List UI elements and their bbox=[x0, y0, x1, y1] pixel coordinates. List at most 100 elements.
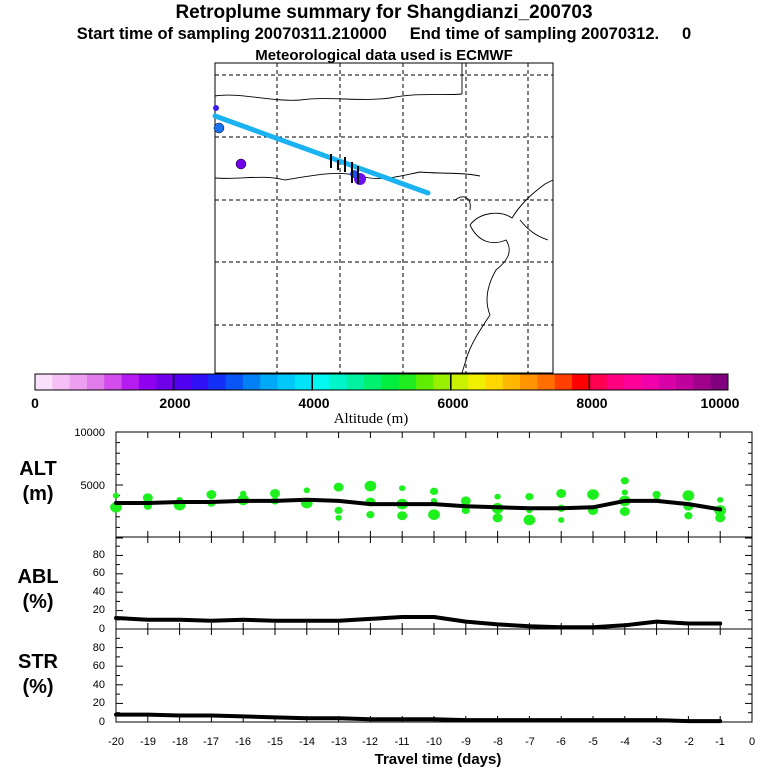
colorbar-swatch bbox=[121, 374, 140, 390]
abl-y-tick: 40 bbox=[93, 586, 105, 598]
colorbar-tick: 4000 bbox=[298, 395, 329, 411]
str-y-tick: 0 bbox=[99, 716, 105, 728]
colorbar-swatch bbox=[346, 374, 365, 390]
x-tick-label: -7 bbox=[525, 736, 535, 748]
altitude-point bbox=[460, 496, 471, 506]
x-tick-label: -18 bbox=[172, 736, 188, 748]
colorbar-swatch bbox=[104, 374, 123, 390]
abl-y-tick: 0 bbox=[99, 623, 105, 635]
colorbar-swatch bbox=[450, 374, 469, 390]
x-tick-label: -13 bbox=[331, 736, 347, 748]
panels-frame bbox=[115, 431, 753, 723]
colorbar-swatch bbox=[86, 374, 105, 390]
alt-panel-label: ALT bbox=[19, 458, 56, 480]
altitude-point bbox=[397, 511, 408, 521]
x-tick-label: -11 bbox=[394, 736, 409, 748]
colorbar-swatch bbox=[554, 374, 573, 390]
altitude-point bbox=[334, 506, 343, 515]
x-tick-label: -15 bbox=[267, 736, 283, 748]
altitude-point bbox=[620, 477, 629, 485]
colorbar-tick: 0 bbox=[31, 395, 39, 411]
colorbar-swatch bbox=[173, 374, 192, 390]
altitude-point bbox=[399, 485, 406, 492]
altitude-point bbox=[303, 487, 310, 494]
colorbar-swatch bbox=[277, 374, 296, 390]
altitude-point bbox=[364, 480, 377, 492]
alt-y-tick: 10000 bbox=[74, 427, 105, 439]
colorbar-tick: 6000 bbox=[437, 395, 468, 411]
colorbar-swatch bbox=[260, 374, 278, 390]
trajectory-path bbox=[212, 113, 431, 196]
colorbar-swatch bbox=[398, 374, 417, 390]
series-line-1 bbox=[114, 615, 723, 630]
x-tick-label: -2 bbox=[684, 736, 694, 748]
abl-y-tick: 80 bbox=[93, 549, 105, 561]
colorbar-swatch bbox=[208, 374, 226, 390]
x-tick-label: -5 bbox=[588, 736, 598, 748]
trajectory-markers bbox=[213, 105, 366, 185]
abl-y-tick: 60 bbox=[93, 567, 105, 579]
altitude-point bbox=[558, 517, 565, 523]
colorbar-swatch bbox=[537, 374, 556, 390]
x-tick-label: -14 bbox=[299, 736, 315, 748]
altitude-point bbox=[335, 514, 342, 521]
altitude-point bbox=[523, 514, 536, 526]
altitude-point bbox=[492, 513, 503, 523]
altitude-point bbox=[717, 496, 724, 503]
x-tick-label: -8 bbox=[493, 736, 503, 748]
str-y-tick: 60 bbox=[93, 660, 105, 672]
str-panel-unit: (%) bbox=[22, 676, 53, 698]
altitude-point bbox=[494, 493, 501, 500]
colorbar-swatch bbox=[676, 374, 694, 390]
colorbar-swatch bbox=[606, 374, 625, 390]
y-tick-marks bbox=[116, 431, 752, 723]
colorbar-swatch bbox=[35, 374, 53, 390]
colorbar-swatch bbox=[416, 374, 434, 390]
x-tick-label: -17 bbox=[203, 736, 219, 748]
x-axis-title: Travel time (days) bbox=[375, 751, 502, 768]
altitude-point bbox=[142, 493, 153, 503]
altitude-point bbox=[684, 512, 693, 520]
series-line-2 bbox=[114, 712, 723, 724]
altitude-point bbox=[652, 490, 661, 499]
colorbar-swatch bbox=[710, 374, 729, 390]
colorbar-swatch bbox=[381, 374, 400, 390]
altitude-point bbox=[429, 487, 439, 496]
x-tick-label: 0 bbox=[749, 736, 755, 748]
colorbar-tick-labels: 0 2000 4000 6000 8000 10000 bbox=[31, 395, 740, 411]
abl-panel-label: ABL bbox=[17, 566, 58, 588]
colorbar-swatch bbox=[138, 374, 157, 390]
colorbar-swatch bbox=[364, 374, 382, 390]
altitude-point bbox=[621, 489, 628, 496]
colorbar-swatch bbox=[641, 374, 660, 390]
altitude-point bbox=[270, 488, 280, 498]
x-tick-label: -20 bbox=[108, 736, 124, 748]
x-tick-label: -1 bbox=[715, 736, 725, 748]
map-frame bbox=[214, 62, 554, 374]
str-panel-label: STR bbox=[18, 651, 59, 673]
colorbar-border bbox=[34, 373, 729, 391]
met-data-line: Meteorological data used is ECMWF bbox=[255, 47, 513, 64]
abl-y-tick: 20 bbox=[93, 604, 105, 616]
colorbar-label: Altitude (m) bbox=[334, 411, 409, 427]
colorbar-swatch bbox=[329, 374, 348, 390]
x-tick-label: -16 bbox=[235, 736, 251, 748]
abl-panel-unit: (%) bbox=[22, 591, 53, 613]
altitude-point bbox=[206, 490, 217, 500]
colorbar-tick: 2000 bbox=[159, 395, 190, 411]
x-tick-marks bbox=[115, 432, 753, 722]
colorbar-tick: 8000 bbox=[576, 395, 607, 411]
colorbar-swatch bbox=[624, 374, 642, 390]
x-tick-label: -9 bbox=[461, 736, 471, 748]
colorbar-swatch bbox=[225, 374, 244, 390]
x-tick-label: -4 bbox=[620, 736, 630, 748]
colorbar-swatch bbox=[485, 374, 504, 390]
altitude-point bbox=[587, 489, 599, 500]
colorbar-swatch bbox=[572, 374, 590, 390]
colorbar-swatch bbox=[156, 374, 174, 390]
altitude-point bbox=[525, 492, 534, 501]
altitude-colorbar bbox=[34, 373, 729, 391]
x-tick-label: -10 bbox=[426, 736, 442, 748]
colorbar-swatch bbox=[69, 374, 88, 390]
